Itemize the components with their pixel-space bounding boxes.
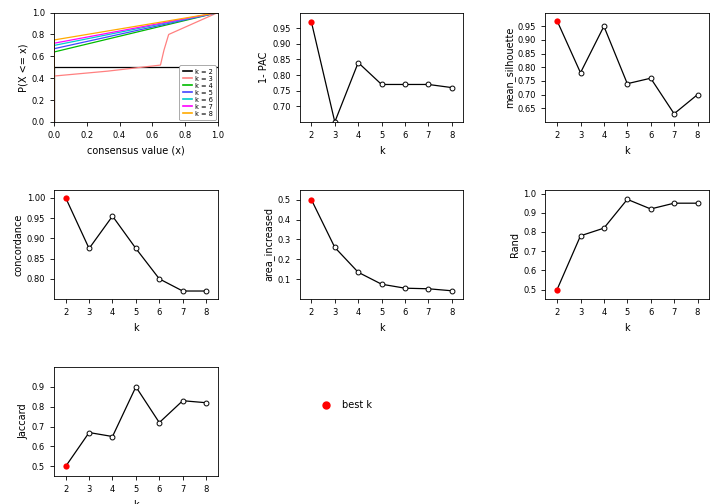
- Y-axis label: concordance: concordance: [14, 213, 24, 276]
- X-axis label: k: k: [133, 500, 139, 504]
- Y-axis label: P(X <= x): P(X <= x): [19, 43, 29, 92]
- Y-axis label: Jaccard: Jaccard: [19, 404, 29, 439]
- X-axis label: k: k: [624, 146, 630, 156]
- X-axis label: consensus value (x): consensus value (x): [87, 146, 185, 156]
- X-axis label: k: k: [133, 323, 139, 333]
- X-axis label: k: k: [379, 146, 384, 156]
- X-axis label: k: k: [379, 323, 384, 333]
- X-axis label: k: k: [624, 323, 630, 333]
- Y-axis label: area_increased: area_increased: [264, 208, 274, 281]
- Legend: k = 2, k = 3, k = 4, k = 5, k = 6, k = 7, k = 8: k = 2, k = 3, k = 4, k = 5, k = 6, k = 7…: [179, 66, 216, 120]
- Y-axis label: Rand: Rand: [510, 232, 521, 257]
- Y-axis label: mean_silhouette: mean_silhouette: [504, 27, 515, 108]
- Legend: best k: best k: [312, 396, 376, 414]
- Y-axis label: 1- PAC: 1- PAC: [259, 51, 269, 83]
